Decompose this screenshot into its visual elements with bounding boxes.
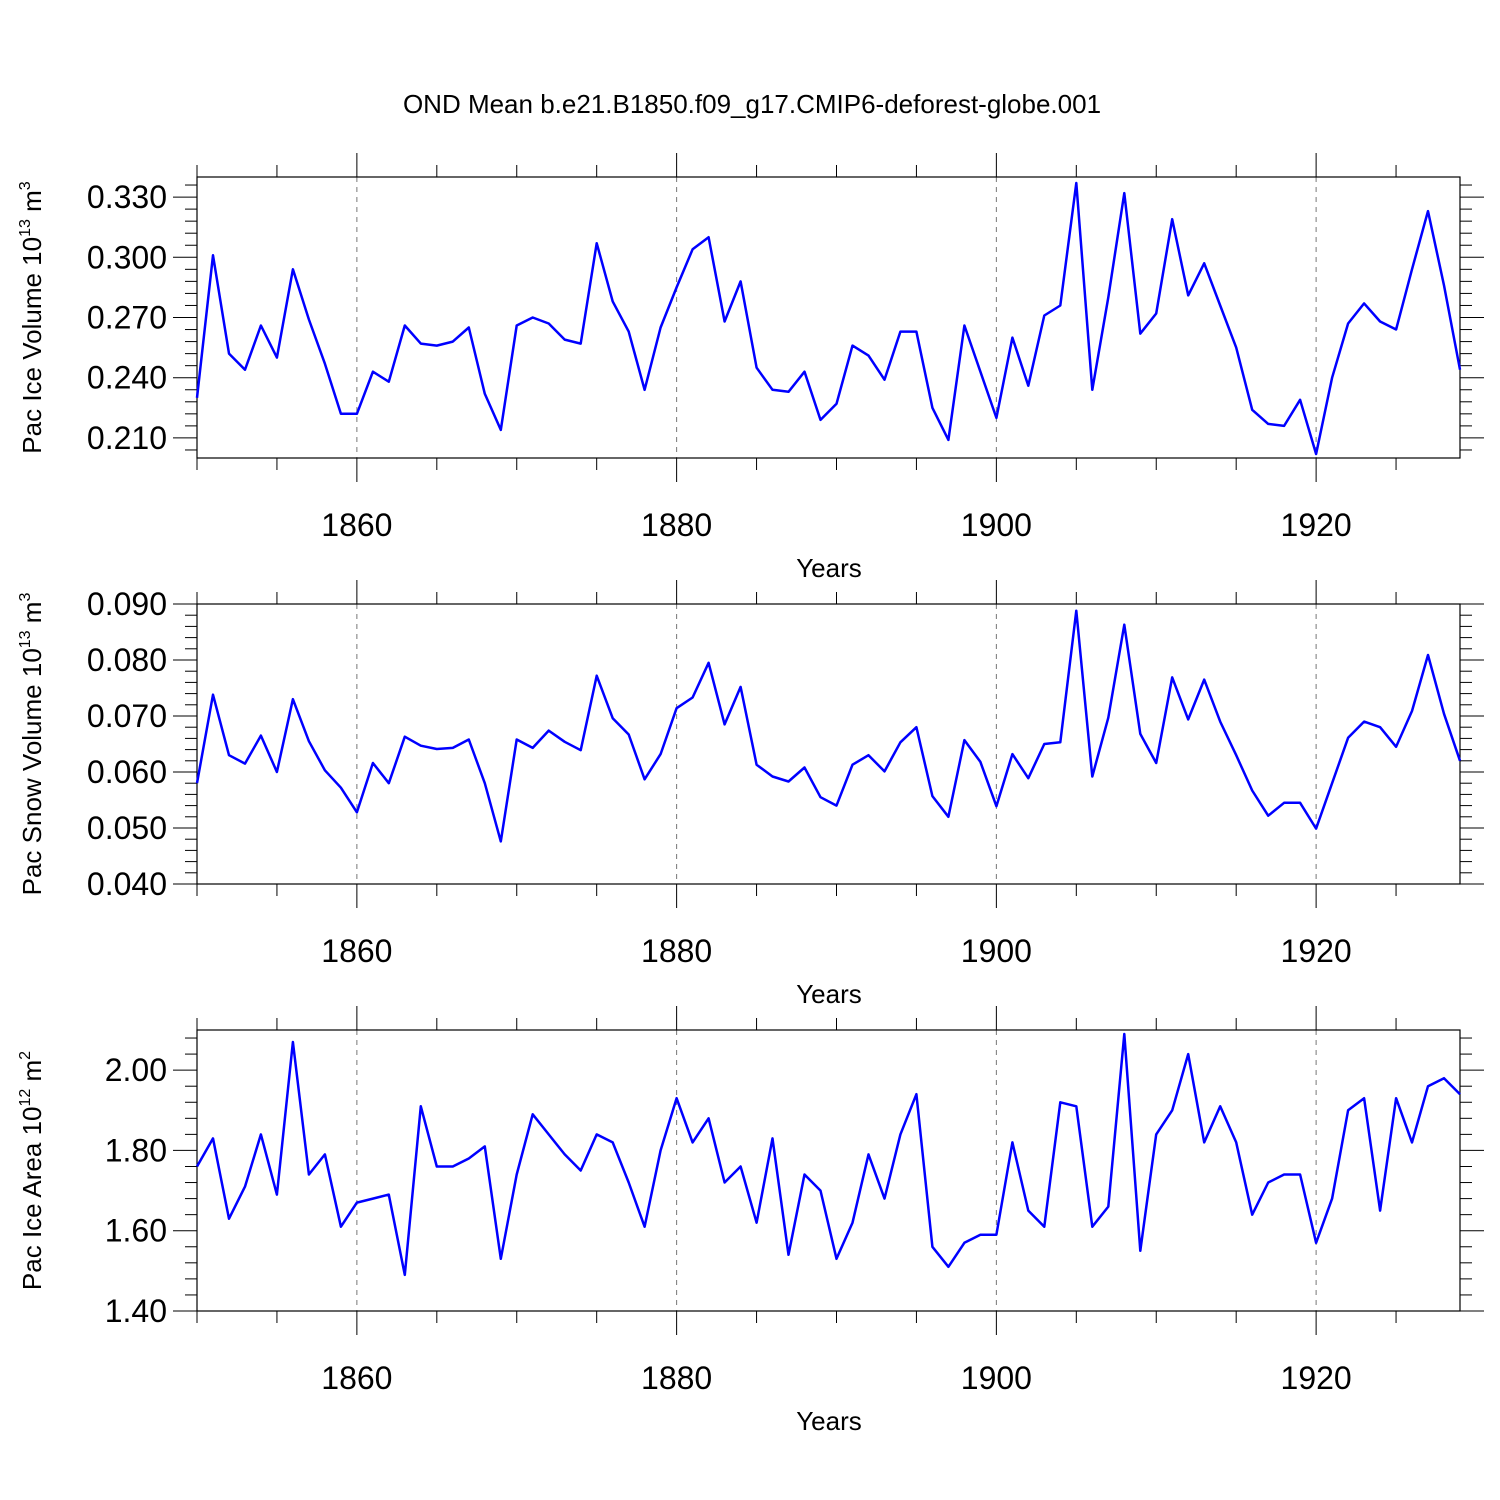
y-axis-label: Pac Snow Volume 1013 m3 (17, 593, 47, 896)
y-axis-label-unit-exponent: 3 (17, 181, 34, 190)
panel-2: 1860 1880 1900 1920 0.040 0.050 0.060 0.070 0.08… (17, 580, 1484, 1009)
x-tick-label: 1880 (641, 1360, 712, 1396)
y-axis-label-unit-exponent: 3 (17, 593, 34, 602)
x-axis-label: Years (796, 979, 862, 1009)
y-axis-label-unit: m (17, 1060, 47, 1089)
y-tick-label: 0.300 (87, 239, 167, 275)
x-tick-label: 1900 (961, 933, 1032, 969)
y-tick-label: 1.60 (105, 1213, 167, 1249)
y-axis-label-unit: m (17, 190, 47, 219)
x-axis-label: Years (796, 1406, 862, 1436)
y-tick-label: 0.040 (87, 866, 167, 902)
y-axis-label: Pac Ice Area 1012 m2 (17, 1051, 47, 1290)
y-tick-label: 0.210 (87, 420, 167, 456)
plot-frame (196, 603, 1461, 885)
y-tick-label: 0.070 (87, 698, 167, 734)
x-tick-label: 1920 (1281, 507, 1352, 543)
y-tick-label: 0.080 (87, 642, 167, 678)
y-tick-label: 0.090 (87, 586, 167, 622)
data-series-line (195, 181, 1462, 456)
x-tick-label: 1860 (321, 1360, 392, 1396)
x-tick-label: 1920 (1281, 1360, 1352, 1396)
x-tick-label: 1880 (641, 507, 712, 543)
y-axis-label: Pac Ice Volume 1013 m3 (17, 181, 47, 454)
x-tick-label: 1880 (641, 933, 712, 969)
data-series-line (195, 1032, 1461, 1277)
panel-1: 1860 1880 1900 1920 0.210 0.240 0.270 0.300 0.33… (17, 153, 1484, 583)
y-tick-label: 0.330 (87, 179, 167, 215)
y-tick-label: 1.40 (105, 1293, 167, 1329)
y-tick-label: 0.240 (87, 360, 167, 396)
y-tick-label: 2.00 (105, 1052, 167, 1088)
x-axis-label: Years (796, 553, 862, 583)
y-tick-label: 0.050 (87, 810, 167, 846)
x-tick-label: 1860 (321, 507, 392, 543)
x-tick-label: 1900 (961, 1360, 1032, 1396)
data-series-line (195, 609, 1462, 843)
y-axis-label-exponent: 12 (17, 1089, 34, 1107)
y-tick-label: 0.270 (87, 300, 167, 336)
y-axis-label-unit-exponent: 2 (17, 1051, 34, 1060)
y-axis-label-text: Pac Snow Volume 10 (17, 648, 47, 895)
y-axis-label-text: Pac Ice Volume 10 (17, 237, 47, 454)
y-axis-label-unit: m (17, 602, 47, 631)
x-tick-label: 1860 (321, 933, 392, 969)
panel-3: 1860 1880 1900 1920 1.40 1.60 1.80 2.00 Years Pac… (17, 1006, 1484, 1436)
plot-frame (196, 176, 1461, 459)
plot-frame (196, 1029, 1461, 1312)
x-tick-label: 1920 (1281, 933, 1352, 969)
figure-title: OND Mean b.e21.B1850.f09_g17.CMIP6-defor… (403, 89, 1101, 119)
y-axis-label-text: Pac Ice Area 10 (17, 1107, 47, 1291)
y-axis-label-exponent: 13 (17, 219, 34, 237)
y-tick-label: 1.80 (105, 1132, 167, 1168)
y-tick-label: 0.060 (87, 754, 167, 790)
x-tick-label: 1900 (961, 507, 1032, 543)
y-axis-label-exponent: 13 (17, 630, 34, 648)
